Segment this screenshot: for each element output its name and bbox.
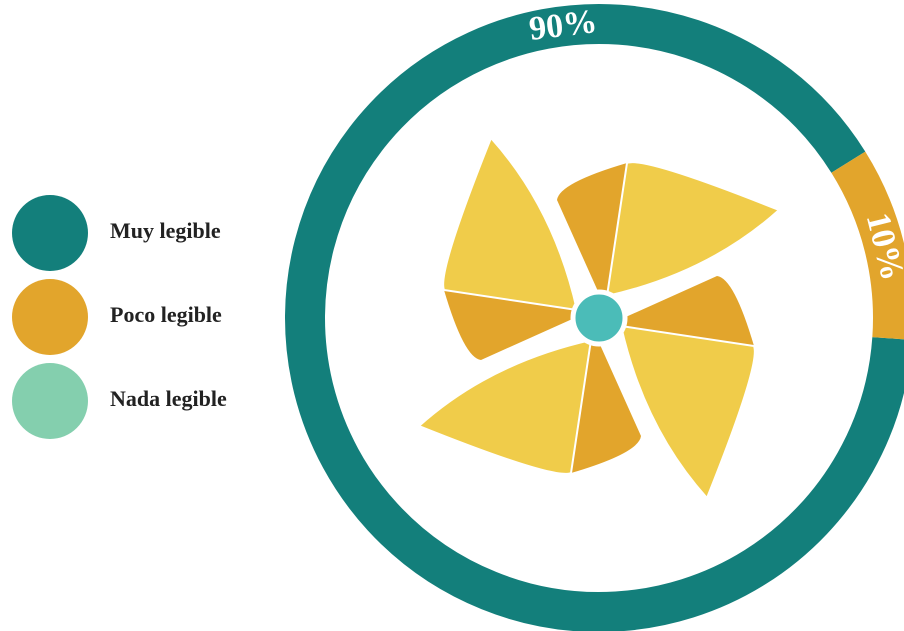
legend-label: Nada legible: [110, 386, 227, 411]
legend-swatch: [12, 195, 88, 271]
donut-segment: [831, 151, 904, 340]
legend-label: Poco legible: [110, 302, 222, 327]
legend: Muy legible Poco legible Nada legible: [12, 195, 227, 439]
blade: [557, 161, 781, 298]
value-label: 90%: [527, 3, 599, 48]
blade: [442, 136, 579, 360]
blade: [619, 276, 756, 500]
pinwheel-center: [570, 289, 628, 347]
donut-segment: [285, 4, 904, 631]
legend-label: Muy legible: [110, 218, 221, 243]
donut-ring: 90%10%: [285, 3, 904, 631]
pinwheel-illustration: [417, 136, 781, 500]
legend-swatch: [12, 363, 88, 439]
legend-swatch: [12, 279, 88, 355]
blade: [417, 338, 641, 475]
